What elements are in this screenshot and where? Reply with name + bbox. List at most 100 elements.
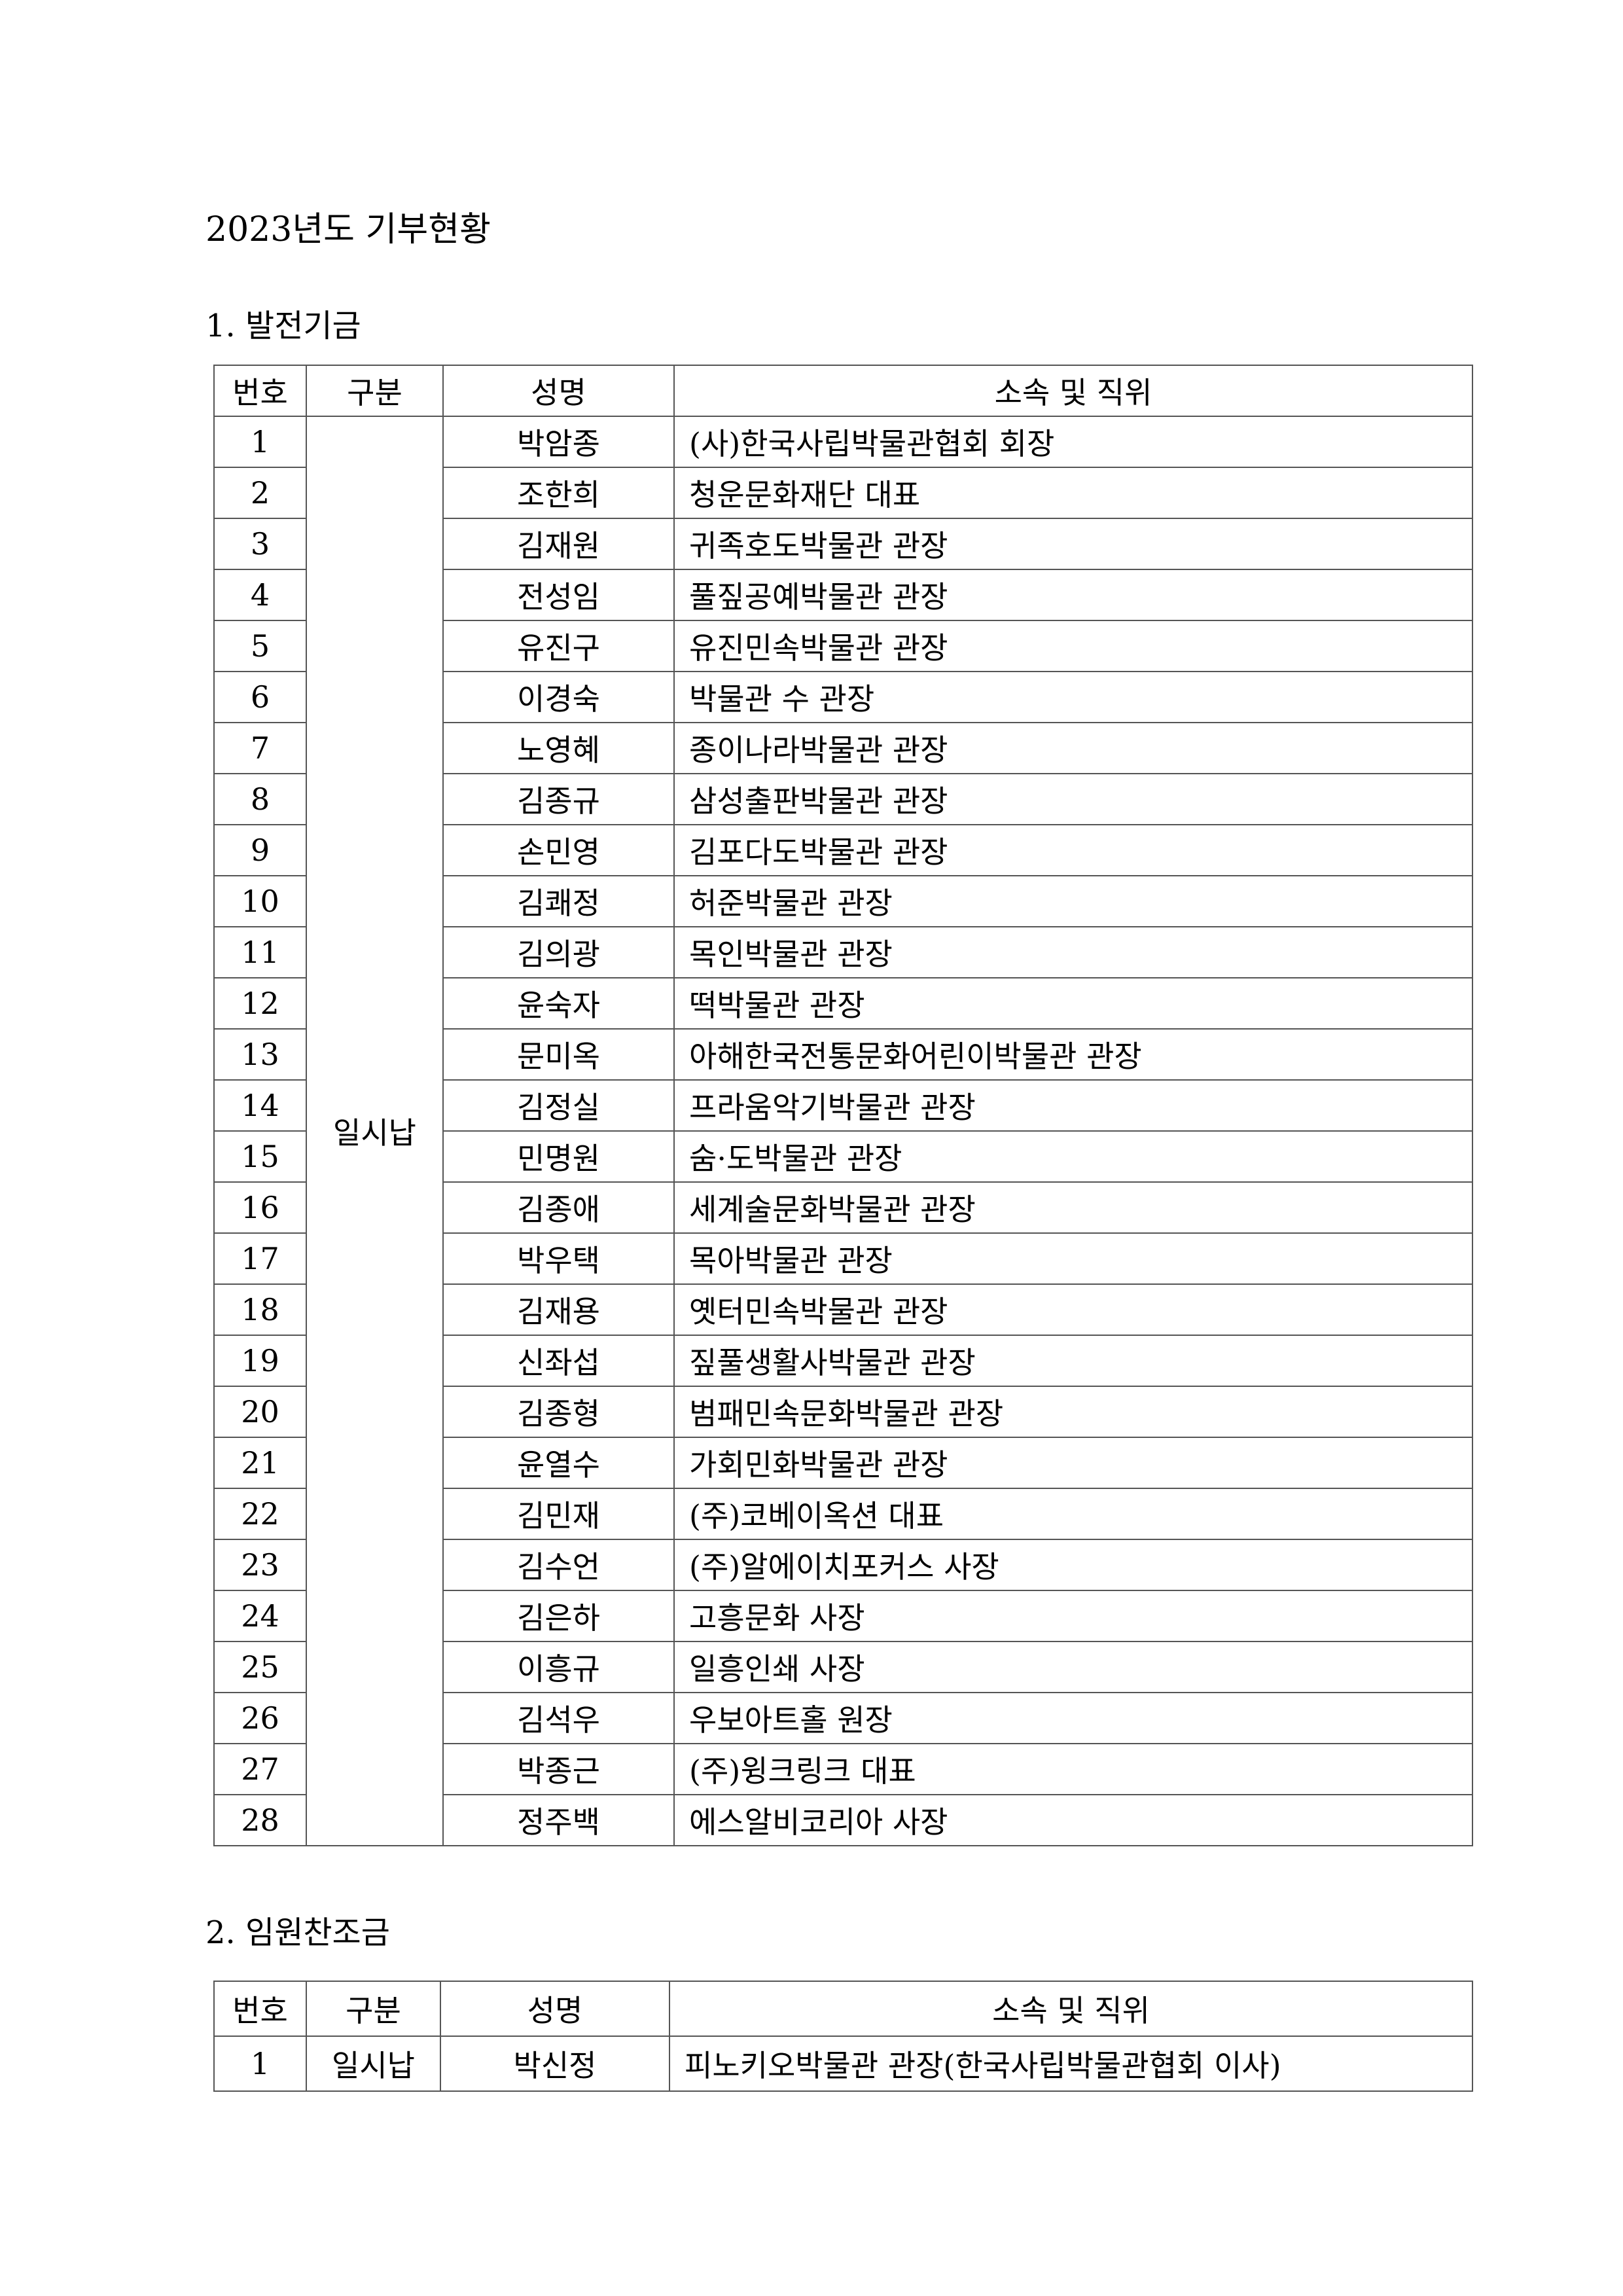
- executive-contribution-table: 번호 구분 성명 소속 및 직위 1 일시납 박신정 피노키오박물관 관장(한국…: [213, 1981, 1473, 2092]
- table-header-row: 번호 구분 성명 소속 및 직위: [213, 1981, 1473, 2037]
- table-row: 5 유진구 유진민속박물관 관장: [213, 620, 1473, 672]
- table-row: 1 일시납 박신정 피노키오박물관 관장(한국사립박물관협회 이사): [213, 2036, 1473, 2092]
- cell-name: 김종형: [442, 1386, 675, 1438]
- cell-affiliation: 허준박물관 관장: [673, 875, 1473, 927]
- cell-name: 김은하: [442, 1590, 675, 1642]
- table-row: 9 손민영 김포다도박물관 관장: [213, 824, 1473, 876]
- cell-number: 20: [213, 1386, 307, 1438]
- cell-name: 유진구: [442, 620, 675, 672]
- table-row: 11 김의광 목인박물관 관장: [213, 926, 1473, 978]
- cell-affiliation: 고흥문화 사장: [673, 1590, 1473, 1642]
- table-row: 25 이흥규 일흥인쇄 사장: [213, 1641, 1473, 1693]
- cell-number: 23: [213, 1539, 307, 1591]
- table-header-row: 번호 구분 성명 소속 및 직위: [213, 365, 1473, 417]
- cell-name: 민명원: [442, 1130, 675, 1183]
- cell-category: 일시납: [306, 2036, 441, 2092]
- table-row: 12 윤숙자 떡박물관 관장: [213, 977, 1473, 1030]
- section-heading-development-fund: 1. 발전기금: [205, 308, 361, 344]
- cell-affiliation: 목아박물관 관장: [673, 1232, 1473, 1285]
- cell-affiliation: 떡박물관 관장: [673, 977, 1473, 1030]
- table-row: 19 신좌섭 짚풀생활사박물관 관장: [213, 1335, 1473, 1387]
- cell-number: 19: [213, 1335, 307, 1387]
- cell-name: 박종근: [442, 1743, 675, 1795]
- table-row: 18 김재용 옛터민속박물관 관장: [213, 1283, 1473, 1336]
- cell-name: 윤숙자: [442, 977, 675, 1030]
- cell-number: 4: [213, 569, 307, 621]
- document-title: 2023년도 기부현황: [205, 210, 491, 249]
- cell-number: 27: [213, 1743, 307, 1795]
- cell-affiliation: (주)코베이옥션 대표: [673, 1488, 1473, 1540]
- cell-number: 5: [213, 620, 307, 672]
- development-fund-table: 번호 구분 성명 소속 및 직위 1 일시납 박암종 (사)한국사립박물관협회 회장 2…: [213, 365, 1473, 1846]
- cell-affiliation: 풀짚공예박물관 관장: [673, 569, 1473, 621]
- cell-number: 9: [213, 824, 307, 876]
- cell-number: 8: [213, 773, 307, 825]
- cell-affiliation: (사)한국사립박물관협회 회장: [673, 416, 1473, 468]
- cell-name: 손민영: [442, 824, 675, 876]
- table-row: 2 조한희 청운문화재단 대표: [213, 467, 1473, 519]
- cell-name: 전성임: [442, 569, 675, 621]
- cell-name: 김민재: [442, 1488, 675, 1540]
- cell-affiliation: 청운문화재단 대표: [673, 467, 1473, 519]
- section-heading-executive-contribution: 2. 임원찬조금: [205, 1914, 390, 1951]
- cell-affiliation: 귀족호도박물관 관장: [673, 518, 1473, 570]
- cell-number: 10: [213, 875, 307, 927]
- table-row: 26 김석우 우보아트홀 원장: [213, 1692, 1473, 1744]
- cell-number: 28: [213, 1794, 307, 1846]
- cell-name: 김의광: [442, 926, 675, 978]
- cell-name: 문미옥: [442, 1028, 675, 1081]
- header-name: 성명: [440, 1981, 670, 2037]
- cell-number: 25: [213, 1641, 307, 1693]
- cell-affiliation: 일흥인쇄 사장: [673, 1641, 1473, 1693]
- table-row: 24 김은하 고흥문화 사장: [213, 1590, 1473, 1642]
- cell-number: 1: [213, 416, 307, 468]
- cell-name: 김재용: [442, 1283, 675, 1336]
- table-row: 7 노영혜 종이나라박물관 관장: [213, 722, 1473, 774]
- cell-number: 21: [213, 1437, 307, 1489]
- cell-affiliation: 범패민속문화박물관 관장: [673, 1386, 1473, 1438]
- table-row: 14 김정실 프라움악기박물관 관장: [213, 1079, 1473, 1132]
- cell-affiliation: (주)윙크링크 대표: [673, 1743, 1473, 1795]
- cell-number: 11: [213, 926, 307, 978]
- cell-affiliation: 유진민속박물관 관장: [673, 620, 1473, 672]
- cell-name: 노영혜: [442, 722, 675, 774]
- header-category: 구분: [306, 365, 444, 417]
- cell-affiliation: 숨·도박물관 관장: [673, 1130, 1473, 1183]
- cell-number: 3: [213, 518, 307, 570]
- cell-number: 22: [213, 1488, 307, 1540]
- table-row: 28 정주백 에스알비코리아 사장: [213, 1794, 1473, 1846]
- table-row: 22 김민재 (주)코베이옥션 대표: [213, 1488, 1473, 1540]
- cell-name: 김정실: [442, 1079, 675, 1132]
- cell-name: 윤열수: [442, 1437, 675, 1489]
- cell-number: 7: [213, 722, 307, 774]
- cell-affiliation: 에스알비코리아 사장: [673, 1794, 1473, 1846]
- cell-affiliation: 세계술문화박물관 관장: [673, 1181, 1473, 1234]
- cell-name: 박암종: [442, 416, 675, 468]
- cell-number: 16: [213, 1181, 307, 1234]
- header-category: 구분: [306, 1981, 441, 2037]
- cell-affiliation: 우보아트홀 원장: [673, 1692, 1473, 1744]
- cell-number: 12: [213, 977, 307, 1030]
- cell-name: 조한희: [442, 467, 675, 519]
- cell-name: 정주백: [442, 1794, 675, 1846]
- header-name: 성명: [442, 365, 675, 417]
- table-row: 15 민명원 숨·도박물관 관장: [213, 1130, 1473, 1183]
- cell-name: 김쾌정: [442, 875, 675, 927]
- cell-affiliation: (주)알에이치포커스 사장: [673, 1539, 1473, 1591]
- cell-name: 이경숙: [442, 671, 675, 723]
- cell-number: 17: [213, 1232, 307, 1285]
- cell-affiliation: 피노키오박물관 관장(한국사립박물관협회 이사): [669, 2036, 1473, 2092]
- cell-number: 24: [213, 1590, 307, 1642]
- header-affiliation: 소속 및 직위: [673, 365, 1473, 417]
- table-row: 23 김수언 (주)알에이치포커스 사장: [213, 1539, 1473, 1591]
- table-row: 21 윤열수 가회민화박물관 관장: [213, 1437, 1473, 1489]
- table-row: 3 김재원 귀족호도박물관 관장: [213, 518, 1473, 570]
- cell-name: 박우택: [442, 1232, 675, 1285]
- table-row: 16 김종애 세계술문화박물관 관장: [213, 1181, 1473, 1234]
- cell-number: 14: [213, 1079, 307, 1132]
- cell-number: 13: [213, 1028, 307, 1081]
- cell-affiliation: 가회민화박물관 관장: [673, 1437, 1473, 1489]
- table-row: 1 일시납 박암종 (사)한국사립박물관협회 회장: [213, 416, 1473, 1846]
- cell-name: 김종애: [442, 1181, 675, 1234]
- header-affiliation: 소속 및 직위: [669, 1981, 1473, 2037]
